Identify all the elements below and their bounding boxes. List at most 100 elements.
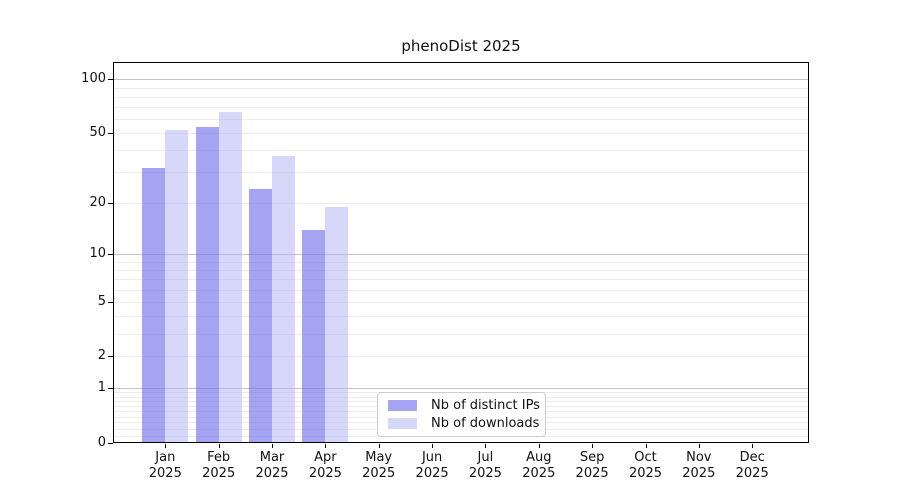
- x-tick-month: Sep: [579, 450, 605, 465]
- x-tick-year: 2025: [202, 466, 236, 481]
- gridline-major: [114, 79, 808, 81]
- bar-downloads-apr: [325, 206, 349, 442]
- gridline-minor: [114, 279, 808, 281]
- y-axis-tick-mark: [108, 203, 113, 205]
- gridline-minor: [114, 150, 808, 152]
- gridline-minor: [114, 203, 808, 205]
- x-axis-tick-mark: [645, 444, 647, 448]
- x-tick-month: Oct: [634, 450, 657, 465]
- bar-downloads-feb: [218, 111, 242, 442]
- legend: Nb of distinct IPs Nb of downloads: [377, 392, 546, 437]
- gridline-minor: [114, 107, 808, 109]
- x-axis-tick-label: Nov 2025: [667, 450, 731, 482]
- bar-distinct-ips-feb: [195, 127, 219, 442]
- x-tick-month: Aug: [526, 450, 552, 465]
- x-tick-month: Mar: [259, 450, 285, 465]
- legend-swatch-distinct-ips: [388, 399, 417, 411]
- x-axis-tick-mark: [325, 444, 327, 448]
- x-tick-month: Feb: [207, 450, 231, 465]
- gridline-minor: [114, 316, 808, 318]
- x-tick-year: 2025: [628, 466, 663, 481]
- x-tick-month: Nov: [686, 450, 712, 465]
- legend-label-distinct-ips: Nb of distinct IPs: [431, 397, 540, 413]
- x-axis-tick-label: Jan 2025: [133, 450, 197, 482]
- x-tick-month: May: [365, 450, 393, 465]
- bar-distinct-ips-mar: [249, 189, 272, 442]
- x-axis-tick-mark: [592, 444, 594, 448]
- x-tick-month: Jul: [477, 450, 494, 465]
- x-axis-tick-label: Apr 2025: [293, 450, 357, 482]
- y-axis-tick-mark: [108, 443, 113, 444]
- plot-area: [114, 63, 808, 442]
- legend-entry-downloads: Nb of downloads: [378, 415, 545, 433]
- y-axis-tick-label: 5: [97, 293, 106, 309]
- x-axis-tick-label: Mar 2025: [240, 450, 304, 482]
- chart-title: phenoDist 2025: [401, 37, 521, 55]
- y-axis-tick-label: 10: [89, 246, 106, 261]
- x-tick-year: 2025: [255, 466, 289, 481]
- bar-downloads-jan: [165, 130, 189, 442]
- x-axis-tick-label: May 2025: [347, 450, 411, 482]
- y-axis-tick-mark: [108, 133, 113, 135]
- x-tick-year: 2025: [575, 466, 609, 481]
- legend-entry-distinct-ips: Nb of distinct IPs: [378, 396, 545, 414]
- gridline-minor: [114, 356, 808, 358]
- gridline-minor: [114, 172, 808, 174]
- y-axis-tick-mark: [108, 388, 113, 390]
- gridline-minor: [114, 133, 808, 135]
- x-tick-month: Jun: [421, 450, 443, 465]
- gridline-minor: [114, 289, 808, 291]
- x-tick-year: 2025: [735, 466, 769, 481]
- gridline-minor: [114, 261, 808, 263]
- gridline-minor: [114, 269, 808, 271]
- gridline-minor: [114, 333, 808, 335]
- x-axis-tick-mark: [218, 444, 220, 448]
- y-axis-tick-mark: [108, 79, 113, 81]
- y-axis-tick-label: 0: [97, 435, 106, 450]
- legend-swatch-downloads: [388, 418, 417, 430]
- x-axis-tick-label: Aug 2025: [507, 450, 571, 482]
- gridline-major: [114, 254, 808, 255]
- bar-distinct-ips-apr: [302, 229, 326, 442]
- gridline-minor: [114, 96, 808, 98]
- x-axis-tick-label: Jun 2025: [400, 450, 464, 482]
- x-tick-year: 2025: [522, 466, 556, 481]
- x-tick-year: 2025: [148, 466, 182, 481]
- x-tick-year: 2025: [682, 466, 716, 481]
- x-tick-year: 2025: [362, 466, 396, 481]
- x-axis-tick-label: Jul 2025: [453, 450, 517, 482]
- x-axis-tick-mark: [272, 444, 273, 448]
- x-tick-month: Jan: [155, 450, 176, 465]
- legend-label-downloads: Nb of downloads: [431, 416, 540, 432]
- y-axis-tick-label: 2: [97, 348, 106, 364]
- x-axis-tick-mark: [432, 444, 434, 448]
- x-axis-tick-mark: [378, 444, 380, 448]
- x-axis-tick-mark: [485, 444, 487, 448]
- y-axis-tick-label: 50: [89, 125, 106, 141]
- bar-downloads-mar: [272, 156, 295, 442]
- y-axis-tick-label: 100: [81, 71, 106, 87]
- x-tick-month: Apr: [314, 450, 337, 465]
- y-axis-tick-label: 1: [97, 380, 106, 396]
- y-axis-tick-label: 20: [89, 195, 106, 211]
- y-axis-tick-mark: [108, 356, 113, 358]
- x-axis-tick-label: Oct 2025: [614, 450, 678, 482]
- bar-distinct-ips-jan: [142, 167, 166, 442]
- x-tick-month: Dec: [739, 450, 765, 465]
- x-axis-tick-mark: [698, 444, 700, 448]
- x-tick-year: 2025: [308, 466, 342, 481]
- gridline-minor: [114, 301, 808, 303]
- x-axis-tick-mark: [752, 444, 754, 448]
- gridline-minor: [114, 119, 808, 121]
- gridline-major: [114, 388, 808, 390]
- x-axis-tick-label: Sep 2025: [560, 450, 624, 482]
- x-axis-tick-label: Dec 2025: [720, 450, 784, 482]
- gridline-minor: [114, 87, 808, 89]
- y-axis-tick-mark: [108, 301, 113, 303]
- x-tick-year: 2025: [415, 466, 449, 481]
- x-axis-tick-mark: [165, 444, 167, 448]
- y-axis-tick-mark: [108, 254, 113, 255]
- x-axis-tick-label: Feb 2025: [187, 450, 251, 482]
- x-axis-tick-mark: [538, 444, 540, 448]
